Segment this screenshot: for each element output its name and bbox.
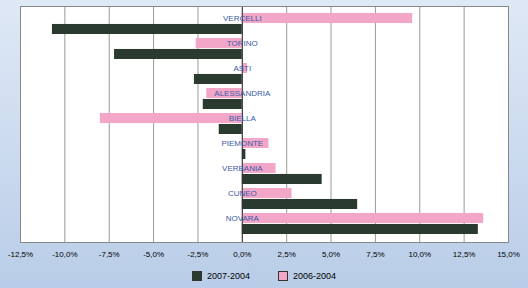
svg-text:-2,5%: -2,5%	[188, 250, 209, 259]
svg-text:TORINO: TORINO	[227, 39, 258, 48]
svg-text:CUNEO: CUNEO	[228, 189, 257, 198]
svg-text:-10,0%: -10,0%	[52, 250, 77, 259]
svg-text:0,0%: 0,0%	[233, 250, 251, 259]
svg-text:PIEMONTE: PIEMONTE	[221, 139, 263, 148]
svg-text:ALESSANDRIA: ALESSANDRIA	[214, 89, 271, 98]
svg-text:VERBANIA: VERBANIA	[222, 164, 263, 173]
svg-text:5,0%: 5,0%	[322, 250, 340, 259]
svg-text:2,5%: 2,5%	[278, 250, 296, 259]
html-text:2006-2004: 2006-2004	[293, 271, 336, 281]
svg-text:12,5%: 12,5%	[453, 250, 476, 259]
svg-text:7,5%: 7,5%	[366, 250, 384, 259]
svg-text:NOVARA: NOVARA	[226, 214, 260, 223]
svg-text:VERCELLI: VERCELLI	[223, 14, 262, 23]
svg-text:-5,0%: -5,0%	[143, 250, 164, 259]
svg-text:-12,5%: -12,5%	[8, 250, 33, 259]
svg-text:10,0%: 10,0%	[408, 250, 431, 259]
svg-text:-7,5%: -7,5%	[99, 250, 120, 259]
html-text:2007-2004: 2007-2004	[207, 271, 250, 281]
svg-text:ASTI: ASTI	[233, 64, 251, 73]
svg-text:BIELLA: BIELLA	[229, 114, 257, 123]
svg-text:15,0%: 15,0%	[497, 250, 520, 259]
